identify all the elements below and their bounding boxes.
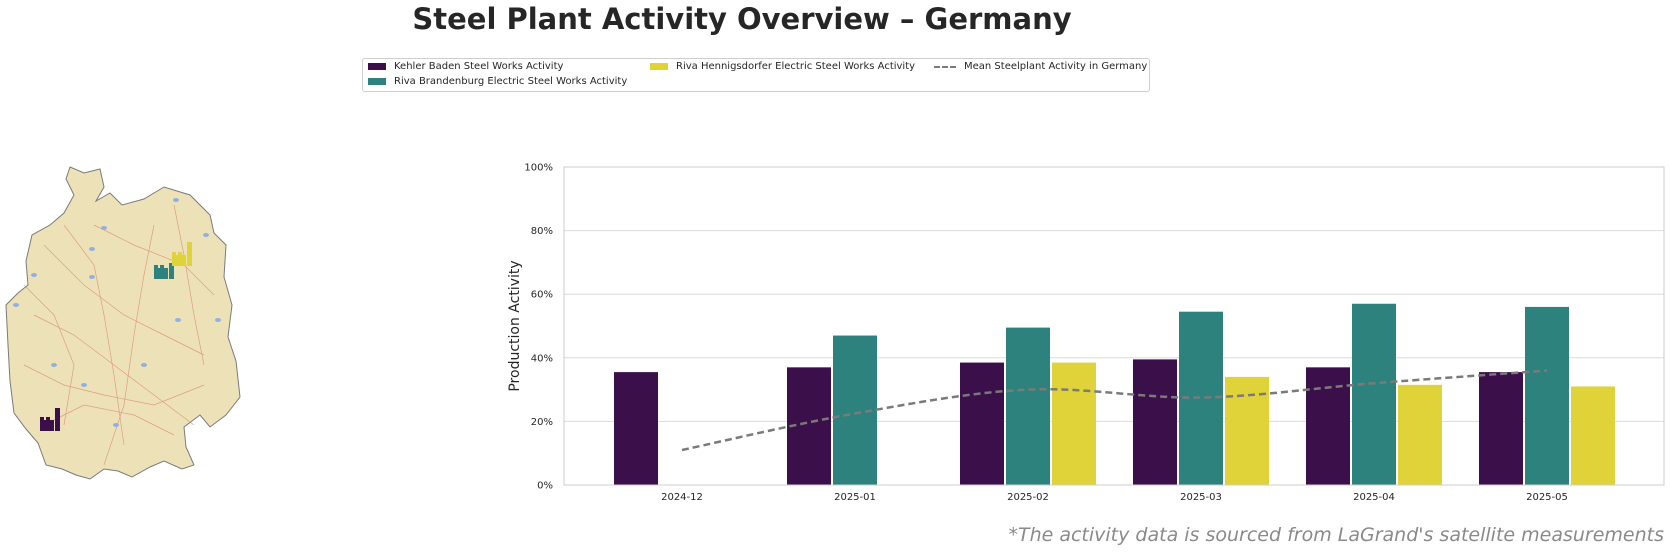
legend-line-mean <box>934 65 956 68</box>
x-ticks: 2024-12 2025-01 2025-02 2025-03 2025-04 2025-… <box>661 492 1568 503</box>
bar <box>1352 303 1396 485</box>
y-tick-label: 100% <box>524 163 553 174</box>
legend-swatch-kehler <box>368 63 386 70</box>
bars <box>614 303 1615 485</box>
bar <box>1006 327 1050 485</box>
germany-map <box>5 166 241 480</box>
bar-chart: 0% 20% 40% 60% 80% 100% 2024-12 2025-01 2025-02… <box>507 163 1665 503</box>
bar <box>1052 362 1096 485</box>
legend-label-kehler: Kehler Baden Steel Works Activity <box>394 61 564 72</box>
legend-label-mean: Mean Steelplant Activity in Germany <box>964 61 1148 72</box>
legend-label-hennigsdorf: Riva Hennigsdorfer Electric Steel Works … <box>676 61 916 72</box>
x-tick-label: 2024-12 <box>661 492 703 503</box>
mean-line-path <box>681 369 1548 452</box>
legend-swatch-brandenburg <box>368 78 386 85</box>
factory-icon-hennigsdorf <box>172 242 192 266</box>
bar <box>1133 359 1177 485</box>
y-tick-label: 80% <box>531 226 553 237</box>
bar <box>614 372 658 485</box>
legend-item-kehler: Kehler Baden Steel Works Activity <box>368 61 563 72</box>
x-tick-label: 2025-02 <box>1007 492 1049 503</box>
map-city-markers <box>13 198 221 427</box>
bar <box>960 362 1004 485</box>
legend-item-hennigsdorf: Riva Hennigsdorfer Electric Steel Works … <box>650 61 915 72</box>
y-tick-label: 40% <box>531 353 553 364</box>
bar <box>1479 372 1523 485</box>
x-tick-label: 2025-01 <box>834 492 876 503</box>
y-tick-label: 60% <box>531 290 553 301</box>
legend-label-brandenburg: Riva Brandenburg Electric Steel Works Ac… <box>394 76 628 87</box>
legend-swatch-hennigsdorf <box>650 63 668 70</box>
y-ticks: 0% 20% 40% 60% 80% 100% <box>524 163 553 492</box>
plot-frame <box>563 166 1665 486</box>
source-note: *The activity data is sourced from LaGra… <box>1008 524 1664 546</box>
bar <box>1525 306 1569 485</box>
factory-icon-brandenburg <box>154 263 174 279</box>
mean-line <box>681 369 1548 452</box>
y-tick-label: 0% <box>537 481 553 492</box>
legend: Kehler Baden Steel Works Activity Riva B… <box>362 58 1150 92</box>
map-roads <box>23 204 215 466</box>
x-tick-label: 2025-05 <box>1526 492 1568 503</box>
y-axis-label: Production Activity <box>507 260 523 391</box>
factory-icon-kehler <box>40 408 60 431</box>
germany-outline <box>5 166 241 480</box>
x-tick-label: 2025-04 <box>1353 492 1395 503</box>
bar <box>1571 386 1615 485</box>
bar <box>1398 384 1442 485</box>
bar <box>1306 367 1350 485</box>
x-tick-label: 2025-03 <box>1180 492 1222 503</box>
chart-title: Steel Plant Activity Overview – Germany <box>412 2 1072 36</box>
legend-item-brandenburg: Riva Brandenburg Electric Steel Works Ac… <box>368 76 627 87</box>
legend-item-mean: Mean Steelplant Activity in Germany <box>934 61 1147 72</box>
y-tick-label: 20% <box>531 417 553 428</box>
